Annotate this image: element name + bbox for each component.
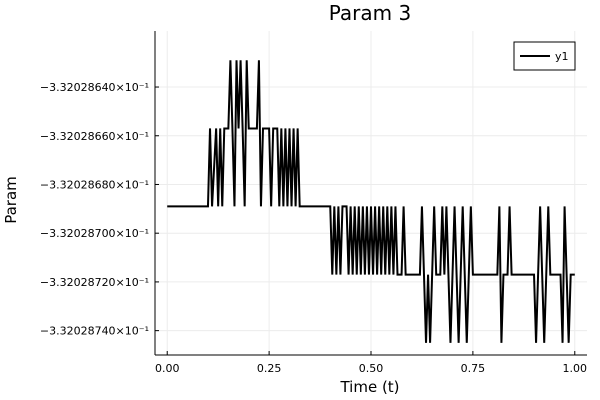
- y-tick-label: −3.32028680×10⁻¹: [40, 178, 149, 191]
- chart-title: Param 3: [329, 1, 411, 25]
- x-axis-label: Time (t): [339, 378, 399, 396]
- legend-entry-y1: y1: [555, 50, 569, 63]
- y-axis-ticks: −3.32028640×10⁻¹ −3.32028660×10⁻¹ −3.32028…: [40, 81, 159, 338]
- x-tick-label: 0.50: [359, 362, 384, 375]
- y-tick-label: −3.32028740×10⁻¹: [40, 325, 149, 338]
- grid: [155, 31, 587, 355]
- y-axis-label: Param: [2, 176, 20, 224]
- legend: y1: [513, 41, 576, 71]
- x-tick-label: 0.00: [155, 362, 180, 375]
- y-tick-label: −3.32028660×10⁻¹: [40, 130, 149, 143]
- x-tick-label: 0.25: [257, 362, 282, 375]
- x-tick-label: 1.00: [563, 362, 588, 375]
- x-axis-ticks: 0.00 0.25 0.50 0.75 1.00: [155, 351, 587, 375]
- y-tick-label: −3.32028720×10⁻¹: [40, 276, 149, 289]
- series-line-y1: [167, 60, 575, 343]
- x-tick-label: 0.75: [461, 362, 486, 375]
- series-layer: [167, 60, 575, 343]
- y-tick-label: −3.32028640×10⁻¹: [40, 81, 149, 94]
- y-tick-label: −3.32028700×10⁻¹: [40, 227, 149, 240]
